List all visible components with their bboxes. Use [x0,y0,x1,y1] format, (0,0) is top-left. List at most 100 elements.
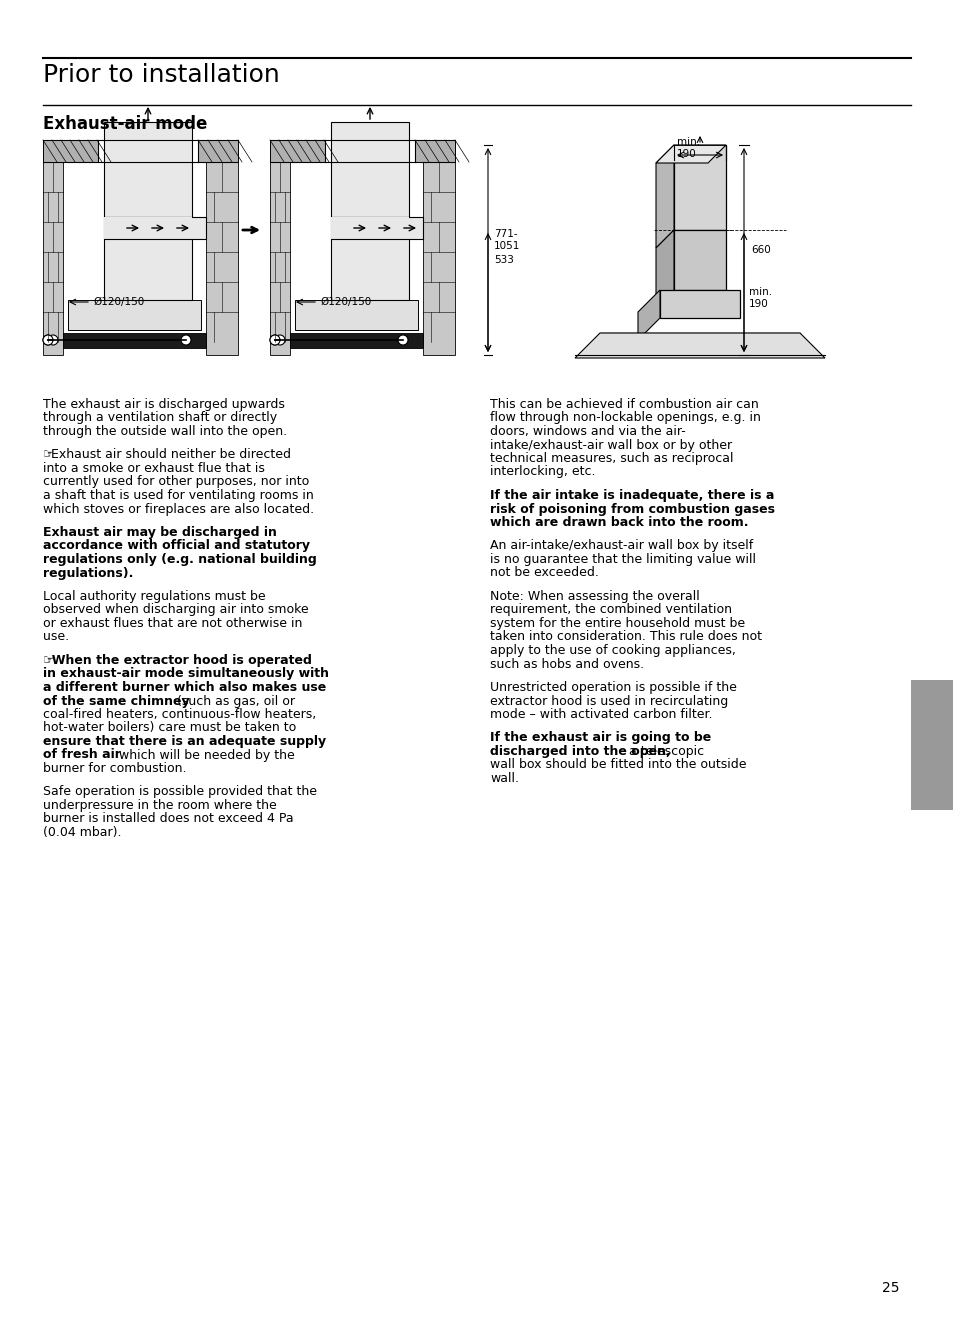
Text: wall.: wall. [490,772,518,785]
Text: which will be needed by the: which will be needed by the [115,748,294,761]
Bar [294,300,417,330]
Text: ☞: ☞ [43,448,54,461]
Text: The exhaust air is discharged upwards: The exhaust air is discharged upwards [43,398,285,411]
Bar [270,162,290,355]
Text: accordance with official and statutory: accordance with official and statutory [43,540,310,553]
Text: wall box should be fitted into the outside: wall box should be fitted into the outsi… [490,758,745,772]
Circle shape [43,335,53,345]
Text: apply to the use of cooking appliances,: apply to the use of cooking appliances, [490,644,735,656]
Text: burner is installed does not exceed 4 Pa: burner is installed does not exceed 4 Pa [43,813,294,826]
Text: 660: 660 [750,245,770,255]
Bar [270,141,325,162]
Text: ☞: ☞ [43,654,54,667]
Text: Safe operation is possible provided that the: Safe operation is possible provided that… [43,785,316,798]
Circle shape [274,335,285,345]
Text: requirement, the combined ventilation: requirement, the combined ventilation [490,603,731,617]
Bar [422,162,455,355]
Text: into a smoke or exhaust flue that is: into a smoke or exhaust flue that is [43,461,265,475]
Text: interlocking, etc.: interlocking, etc. [490,465,595,479]
Text: regulations).: regulations). [43,566,133,579]
Polygon shape [656,145,673,248]
Bar [104,239,192,300]
Circle shape [48,335,58,345]
Text: hot-water boilers) care must be taken to: hot-water boilers) care must be taken to [43,721,296,735]
Text: discharged into the open,: discharged into the open, [490,745,670,758]
Text: mode – with activated carbon filter.: mode – with activated carbon filter. [490,708,712,721]
Text: 25: 25 [882,1281,899,1296]
Bar [63,333,206,347]
Text: underpressure in the room where the: underpressure in the room where the [43,800,276,812]
Text: Local authority regulations must be: Local authority regulations must be [43,590,265,603]
Text: through a ventilation shaft or directly: through a ventilation shaft or directly [43,411,276,424]
Text: This can be achieved if combustion air can: This can be achieved if combustion air c… [490,398,758,411]
Text: coal-fired heaters, continuous-flow heaters,: coal-fired heaters, continuous-flow heat… [43,708,315,721]
Bar [68,300,201,330]
Text: Note: When assessing the overall: Note: When assessing the overall [490,590,699,603]
Bar [43,141,98,162]
Bar [599,333,800,355]
Bar [206,162,237,355]
Text: which are drawn back into the room.: which are drawn back into the room. [490,516,748,529]
Bar [98,141,198,162]
Text: observed when discharging air into smoke: observed when discharging air into smoke [43,603,309,617]
Polygon shape [638,290,659,339]
Text: which stoves or fireplaces are also located.: which stoves or fireplaces are also loca… [43,503,314,516]
Bar [43,162,63,355]
Text: a telescopic: a telescopic [624,745,703,758]
Bar [104,217,192,239]
Text: When the extractor hood is operated: When the extractor hood is operated [43,654,312,667]
Text: If the exhaust air is going to be: If the exhaust air is going to be [490,732,711,744]
Text: An air-intake/exhaust-air wall box by itself: An air-intake/exhaust-air wall box by it… [490,540,753,553]
Text: not be exceeded.: not be exceeded. [490,566,598,579]
Text: flow through non-lockable openings, e.g. in: flow through non-lockable openings, e.g.… [490,411,760,424]
Text: (such as gas, oil or: (such as gas, oil or [172,695,294,708]
Text: Exhaust-air mode: Exhaust-air mode [43,115,207,133]
Bar [673,145,725,229]
Bar [673,229,725,290]
Text: such as hobs and ovens.: such as hobs and ovens. [490,658,643,671]
Text: Prior to installation: Prior to installation [43,64,279,88]
Text: Unrestricted operation is possible if the: Unrestricted operation is possible if th… [490,682,736,693]
Text: in exhaust-air mode simultaneously with: in exhaust-air mode simultaneously with [43,667,329,680]
Text: a different burner which also makes use: a different burner which also makes use [43,682,326,693]
Text: technical measures, such as reciprocal: technical measures, such as reciprocal [490,452,733,465]
Bar [331,217,422,239]
Text: currently used for other purposes, nor into: currently used for other purposes, nor i… [43,476,309,488]
Bar [290,333,422,347]
Bar [331,122,409,217]
Bar [659,290,740,318]
Text: ensure that there is an adequate supply: ensure that there is an adequate supply [43,735,326,748]
Text: risk of poisoning from combustion gases: risk of poisoning from combustion gases [490,503,774,516]
Bar [325,141,415,162]
Circle shape [181,335,191,345]
Circle shape [270,335,280,345]
Bar [331,217,409,239]
Text: intake/exhaust-air wall box or by other: intake/exhaust-air wall box or by other [490,439,731,451]
Text: Exhaust air should neither be directed: Exhaust air should neither be directed [43,448,291,461]
Polygon shape [575,333,824,358]
Text: min.
190: min. 190 [677,137,700,159]
Text: 771-
1051: 771- 1051 [494,229,519,251]
Text: doors, windows and via the air-: doors, windows and via the air- [490,426,685,438]
Text: of fresh air: of fresh air [43,748,121,761]
Circle shape [43,335,53,345]
Text: of the same chimney: of the same chimney [43,695,190,708]
Text: burner for combustion.: burner for combustion. [43,762,186,774]
Text: is no guarantee that the limiting value will: is no guarantee that the limiting value … [490,553,755,566]
Bar [910,680,953,810]
Bar [331,239,409,300]
Text: (0.04 mbar).: (0.04 mbar). [43,826,121,839]
Text: use.: use. [43,630,69,643]
Text: a shaft that is used for ventilating rooms in: a shaft that is used for ventilating roo… [43,489,314,503]
Text: Ø120/150: Ø120/150 [319,297,371,308]
Text: min.
190: min. 190 [748,286,771,309]
Circle shape [270,335,280,345]
Bar [104,217,206,239]
Text: taken into consideration. This rule does not: taken into consideration. This rule does… [490,630,761,643]
Bar [415,141,455,162]
Text: regulations only (e.g. national building: regulations only (e.g. national building [43,553,316,566]
Text: If the air intake is inadequate, there is a: If the air intake is inadequate, there i… [490,489,774,503]
Circle shape [397,335,408,345]
Bar [104,122,192,217]
Text: Exhaust air may be discharged in: Exhaust air may be discharged in [43,526,276,538]
